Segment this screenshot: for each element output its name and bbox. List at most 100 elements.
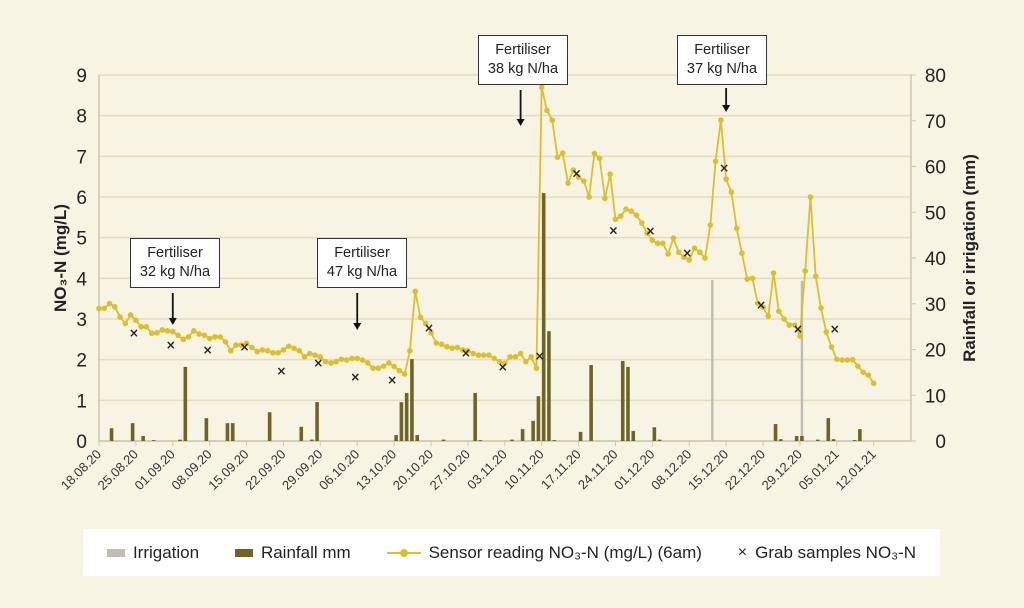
rainfall-bar [536, 396, 541, 441]
sensor-point [122, 320, 129, 327]
sensor-point [612, 216, 619, 223]
rainfall-bar [404, 392, 409, 441]
sensor-point [470, 350, 476, 357]
sensor-point [285, 343, 292, 350]
y-right-tick-label: 70 [925, 112, 946, 133]
sensor-point [760, 304, 766, 311]
sensor-point [359, 357, 366, 363]
x-tick-label: 27.10.20 [427, 447, 473, 493]
sensor-point [696, 249, 703, 256]
sensor-point [501, 360, 508, 367]
rainfall-bar [415, 435, 419, 441]
sensor-point [117, 314, 123, 320]
sensor-point [807, 194, 814, 200]
y-left-tick-label: 1 [76, 391, 87, 412]
sensor-point [280, 347, 287, 353]
rainfall-bar [130, 423, 135, 441]
sensor-point [191, 327, 197, 334]
legend-label: Rainfall mm [260, 542, 351, 562]
grab-sample-marker: × [461, 346, 471, 360]
sensor-point [264, 347, 271, 354]
annotation-box: Fertiliser 32 kg N/ha [130, 238, 220, 288]
sensor-point [849, 356, 856, 363]
annotation-line1: Fertiliser [495, 42, 551, 58]
sensor-point [670, 235, 677, 241]
sensor-point [196, 331, 202, 337]
legend-item-rainfall: Rainfall mm [234, 542, 351, 563]
sensor-point [517, 350, 524, 357]
sensor-point [380, 363, 387, 369]
rainfall-bar [858, 429, 862, 441]
annotation-line1: Fertiliser [334, 245, 390, 261]
sensor-point [665, 251, 671, 257]
cross-marker-icon: × [737, 543, 748, 561]
sensor-point [639, 220, 645, 226]
rainfall-bar [299, 426, 304, 441]
sensor-point [159, 327, 166, 333]
rainfall-bar [815, 439, 820, 441]
rainfall-bar [552, 440, 557, 441]
sensor-point [148, 330, 155, 337]
grab-sample-marker: × [129, 326, 139, 340]
grab-sample-marker: × [276, 364, 286, 378]
grab-sample-marker: × [830, 322, 840, 336]
annotation-line1: Fertiliser [694, 42, 750, 58]
sensor-point [486, 352, 492, 358]
rainfall-bar [510, 439, 514, 441]
sensor-point [586, 194, 592, 200]
legend: Irrigation Rainfall mm Sensor reading NO… [83, 529, 940, 576]
sensor-point [596, 155, 603, 162]
sensor-point [507, 354, 513, 360]
rainfall-bar [178, 439, 182, 441]
sensor-point [349, 355, 355, 362]
sensor-point [175, 332, 181, 339]
sensor-point [691, 245, 698, 252]
y-right-axis-title: Rainfall or irrigation (mm) [960, 154, 979, 362]
grab-sample-marker: × [387, 373, 397, 387]
sensor-point [628, 208, 635, 215]
sensor-point [675, 249, 682, 256]
y-left-tick-label: 5 [76, 229, 87, 250]
rainfall-bar [589, 365, 593, 441]
rainfall-bar [652, 427, 657, 441]
sensor-point [238, 342, 245, 348]
rainfall-bar [225, 423, 230, 441]
y-left-tick-label: 7 [76, 147, 87, 168]
sensor-point [602, 195, 608, 202]
sensor-point [459, 347, 466, 353]
sensor-point [812, 273, 819, 280]
sensor-point [438, 341, 445, 348]
sensor-point [802, 268, 808, 274]
sensor-point [222, 338, 229, 345]
legend-item-irrigation: Irrigation [106, 543, 199, 563]
rainfall-bar [267, 412, 272, 441]
sensor-point [407, 347, 413, 354]
sensor-point [243, 340, 250, 347]
sensor-point [254, 348, 260, 355]
rainfall-bar [620, 360, 625, 441]
sensor-point [391, 363, 397, 370]
sensor-point [749, 275, 756, 282]
sensor-point [844, 357, 851, 363]
sensor-point [559, 150, 566, 156]
sensor-point [227, 347, 234, 354]
rainfall-bar [541, 193, 546, 441]
sensor-point [249, 344, 255, 351]
grab-sample-marker: × [350, 370, 360, 384]
sensor-point [206, 335, 213, 342]
grab-sample-marker: × [498, 360, 508, 374]
sensor-point [765, 313, 772, 319]
rainfall-bar [779, 439, 783, 441]
grab-sample-marker: × [645, 224, 655, 238]
sensor-point [733, 225, 740, 232]
rainfall-bar [831, 439, 836, 441]
sensor-line-swatch [386, 548, 421, 557]
sensor-point [127, 312, 134, 318]
sensor-point [185, 334, 192, 340]
rainfall-bar [141, 435, 145, 441]
sensor-point [343, 357, 350, 363]
rainfall-bar [315, 402, 319, 441]
sensor-point [739, 250, 745, 256]
sensor-point [270, 349, 276, 356]
rainfall-bar [204, 418, 209, 441]
